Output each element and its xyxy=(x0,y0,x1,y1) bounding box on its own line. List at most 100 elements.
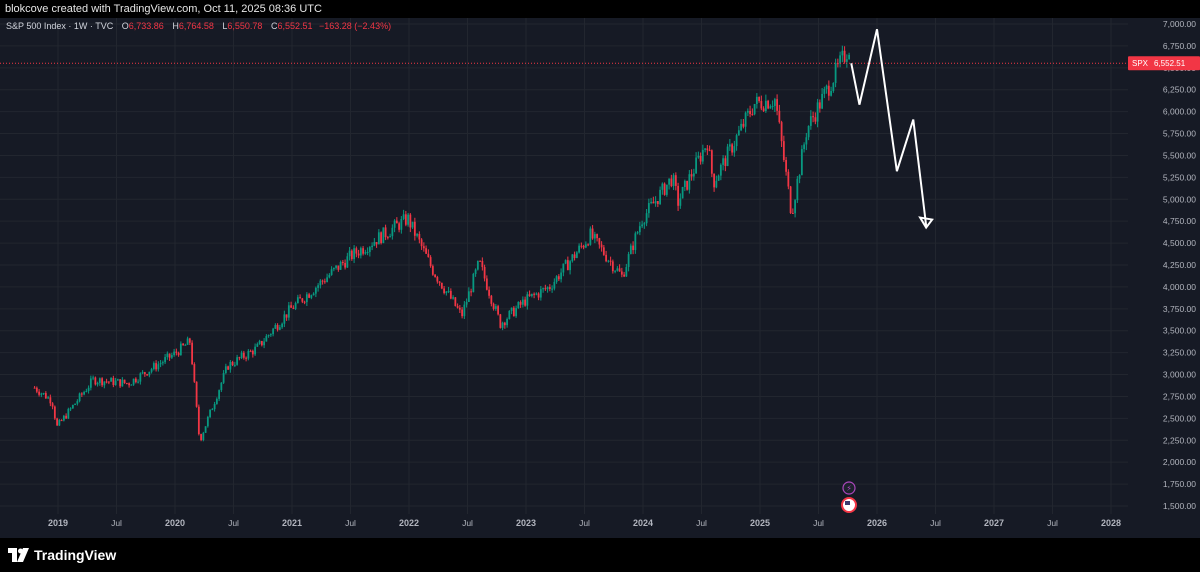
candle-body xyxy=(461,309,463,317)
price-tick-label: 6,250.00 xyxy=(1163,85,1196,95)
candle-body xyxy=(112,377,115,386)
candle-body xyxy=(272,328,274,335)
candle-body xyxy=(708,150,711,152)
candle-body xyxy=(110,377,112,382)
candle-body xyxy=(634,233,637,251)
chart-pane[interactable]: 1,500.00 1,750.00 2,000.00 2,250.00 2,500.00… xyxy=(0,18,1200,538)
candle-body xyxy=(650,201,652,204)
candle-body xyxy=(382,227,385,244)
candle-body xyxy=(589,228,592,245)
high-value: 6,764.58 xyxy=(178,21,214,31)
candle-body xyxy=(422,246,425,249)
high-label: H xyxy=(172,21,179,31)
candle-body xyxy=(798,175,801,179)
candle-body xyxy=(510,307,513,311)
candle-body xyxy=(719,164,722,176)
candle-body xyxy=(832,82,835,92)
time-tick-label: 2019 xyxy=(48,518,68,528)
candle-body xyxy=(335,265,337,268)
candle-body xyxy=(80,393,83,395)
candle-body xyxy=(425,248,427,254)
low-label: L xyxy=(222,21,228,31)
price-tick-label: 4,250.00 xyxy=(1163,260,1196,270)
candle-body xyxy=(416,233,418,236)
candle-body xyxy=(481,260,484,268)
candle-body xyxy=(215,398,218,404)
candle-body xyxy=(796,178,799,201)
candle-body xyxy=(674,175,677,186)
lightning-icon[interactable] xyxy=(842,481,856,495)
credit-text: blokcove created with TradingView.com, O… xyxy=(5,3,322,15)
candle-body xyxy=(785,160,787,172)
candle-body xyxy=(760,101,763,109)
candle-body xyxy=(359,248,362,256)
symbol-legend[interactable]: S&P 500 Index · 1W · TVC O6,733.86 H6,76… xyxy=(6,21,391,31)
candle-body xyxy=(517,301,520,309)
candle-body xyxy=(143,372,146,375)
candle-body xyxy=(584,244,587,248)
candle-body xyxy=(227,366,229,370)
candle-body xyxy=(501,322,504,328)
candle-body xyxy=(632,245,634,251)
candle-body xyxy=(330,269,333,275)
candle-body xyxy=(560,272,562,280)
candle-body xyxy=(411,221,414,228)
candle-body xyxy=(409,214,412,228)
candle-body xyxy=(476,260,479,270)
candle-body xyxy=(710,150,713,174)
tradingview-logo[interactable]: TradingView xyxy=(8,546,116,564)
candle-body xyxy=(76,401,79,404)
price-tick-label: 2,750.00 xyxy=(1163,391,1196,401)
candle-body xyxy=(67,408,70,419)
candle-body xyxy=(780,122,783,142)
time-tick-label: 2025 xyxy=(750,518,770,528)
candle-body xyxy=(731,144,733,153)
price-tick-label: 3,750.00 xyxy=(1163,304,1196,314)
candle-body xyxy=(74,403,76,405)
candle-body xyxy=(33,387,36,389)
candle-body xyxy=(492,303,495,309)
candle-body xyxy=(704,148,706,150)
price-tick-label: 4,500.00 xyxy=(1163,238,1196,248)
candle-body xyxy=(440,282,443,289)
candle-body xyxy=(841,50,844,56)
candle-body xyxy=(123,379,126,384)
candle-body xyxy=(825,85,828,89)
candle-body xyxy=(562,263,565,273)
candle-body xyxy=(463,304,466,317)
time-tick-label: 2020 xyxy=(165,518,185,528)
symbol-name[interactable]: S&P 500 Index · 1W · TVC xyxy=(6,21,114,31)
low-value: 6,550.78 xyxy=(227,21,263,31)
candle-body xyxy=(515,308,517,317)
candle-body xyxy=(238,357,241,359)
candle-body xyxy=(686,180,688,190)
candle-body xyxy=(746,110,749,113)
price-axis[interactable]: 1,500.00 1,750.00 2,000.00 2,250.00 2,500.00… xyxy=(1163,19,1196,511)
candle-body xyxy=(56,418,58,426)
candle-body xyxy=(92,377,94,379)
projection-path[interactable] xyxy=(850,29,928,226)
price-chart[interactable]: 1,500.00 1,750.00 2,000.00 2,250.00 2,500.00… xyxy=(0,18,1200,538)
time-axis[interactable]: 2019 Jul 2020 Jul 2021 Jul 2022 Jul 2023 Jul 2024 J… xyxy=(48,518,1121,528)
candle-body xyxy=(245,357,247,359)
candle-body xyxy=(209,409,211,418)
price-tag-ticker: SPX xyxy=(1132,59,1149,68)
candle-body xyxy=(614,270,616,272)
candle-body xyxy=(659,189,661,205)
candle-body xyxy=(791,212,794,214)
candle-body xyxy=(638,226,641,233)
candle-body xyxy=(161,362,164,364)
candle-body xyxy=(717,175,720,181)
candle-body xyxy=(177,352,180,356)
time-tick-label: 2024 xyxy=(633,518,653,528)
candle-body xyxy=(670,178,673,187)
candle-body xyxy=(44,393,47,399)
candle-body xyxy=(474,269,477,274)
candle-body xyxy=(182,343,184,346)
event-markers[interactable]: ⚡ xyxy=(841,481,857,513)
candle-body xyxy=(771,105,774,107)
candle-body xyxy=(337,265,340,270)
candle-body xyxy=(458,307,461,310)
candle-body xyxy=(737,130,740,136)
candle-body xyxy=(807,125,810,138)
